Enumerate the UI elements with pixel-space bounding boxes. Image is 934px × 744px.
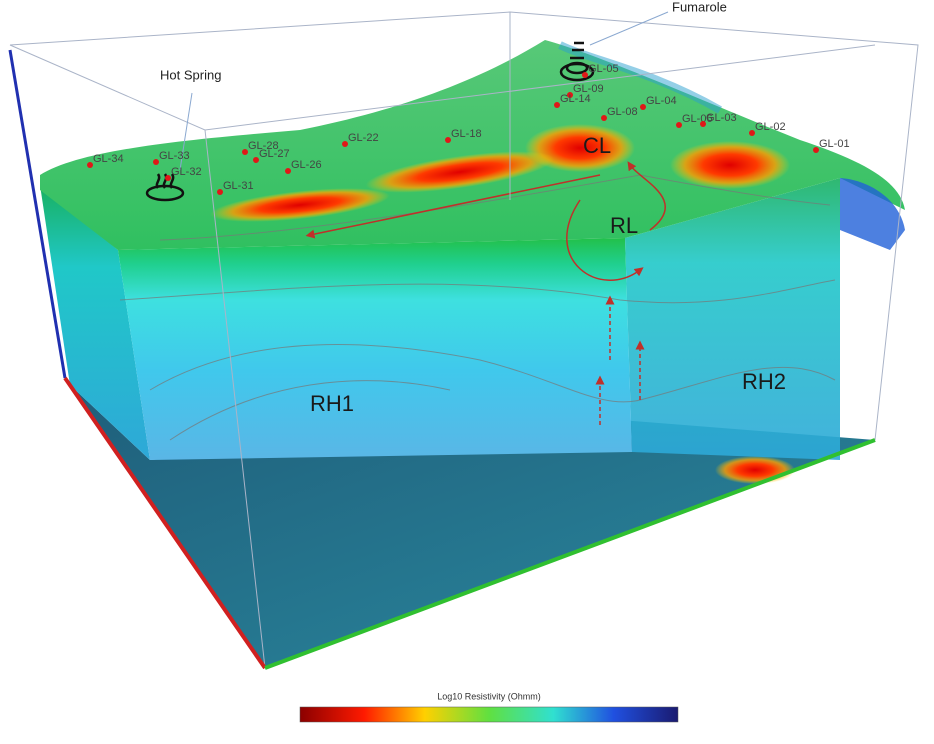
station-label: GL-14 [560, 93, 591, 105]
zone-label: CL [583, 133, 611, 158]
station-dot [253, 157, 259, 163]
station-dot [285, 168, 291, 174]
station-dot [749, 130, 755, 136]
station-dot [640, 104, 646, 110]
station-dot [165, 175, 171, 181]
station-dot [554, 102, 560, 108]
station-label: GL-04 [646, 95, 677, 107]
station-label: GL-27 [259, 148, 290, 160]
station-dot [217, 189, 223, 195]
model-block [8, 11, 919, 670]
station-dot [242, 149, 248, 155]
colorbar: Log10 Resistivity (Ohmm) [299, 691, 679, 723]
station-label: GL-01 [819, 138, 850, 150]
station-dot [676, 122, 682, 128]
station-dot [582, 72, 588, 78]
station-dot [813, 147, 819, 153]
station-label: GL-32 [171, 166, 202, 178]
zone-label: RH1 [310, 391, 354, 416]
station-dot [342, 141, 348, 147]
station-label: GL-33 [159, 150, 190, 162]
zone-label: RH2 [742, 369, 786, 394]
station-label: GL-34 [93, 153, 124, 165]
station-dot [153, 159, 159, 165]
station-label: GL-26 [291, 159, 322, 171]
fumarole-label: Fumarole [672, 0, 727, 14]
station-dot [700, 121, 706, 127]
station-dot [445, 137, 451, 143]
station-label: GL-22 [348, 132, 379, 144]
station-label: GL-05 [588, 63, 619, 75]
station-label: GL-18 [451, 128, 482, 140]
hot-spring-label: Hot Spring [160, 67, 221, 82]
station-dot [87, 162, 93, 168]
station-dot [601, 115, 607, 121]
station-label: GL-08 [607, 106, 638, 118]
station-label: GL-02 [755, 121, 786, 133]
station-label: GL-28 [248, 140, 279, 152]
station-label: GL-03 [706, 112, 737, 124]
colorbar-title: Log10 Resistivity (Ohmm) [437, 691, 541, 701]
station-dot [567, 92, 573, 98]
zone-label: RL [610, 213, 638, 238]
station-label: GL-31 [223, 180, 254, 192]
colorbar-ramp [299, 706, 679, 723]
station-label: GL-09 [573, 83, 604, 95]
